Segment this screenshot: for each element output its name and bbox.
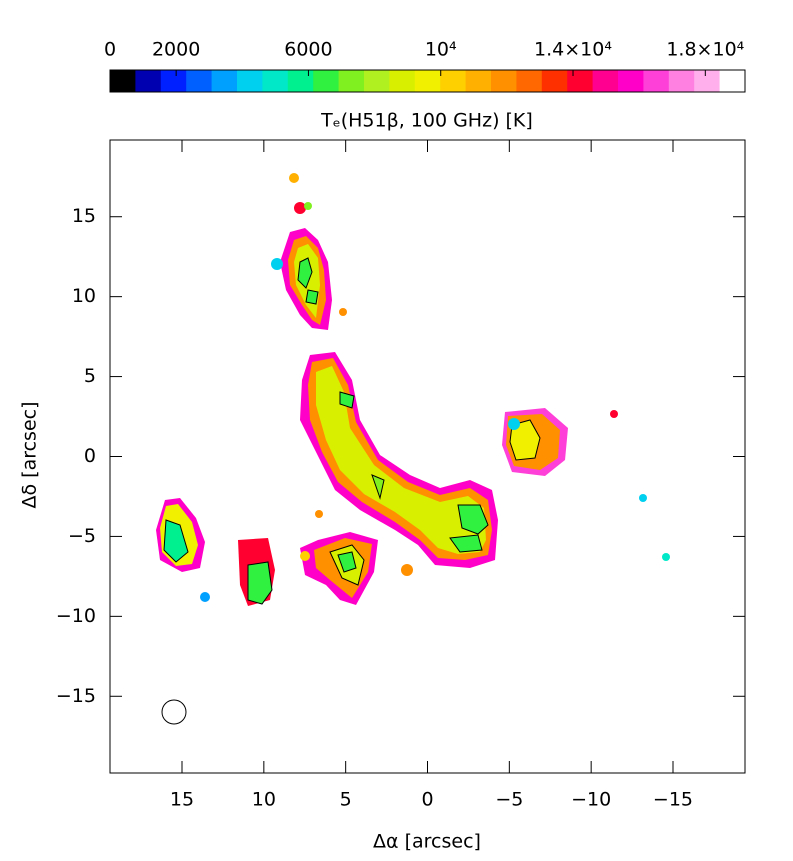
plot-frame — [109, 139, 746, 774]
colorbar-tick-label: 1.4×10⁴ — [534, 39, 612, 61]
y-tick-label: 15 — [72, 205, 96, 227]
colorbar-tick-label: 2000 — [152, 39, 200, 61]
colorbar-title: Tₑ(H51β, 100 GHz) [K] — [320, 110, 533, 132]
colorbar-tick-label: 6000 — [284, 39, 332, 61]
y-tick-label: −15 — [56, 685, 96, 707]
colorbar-segment — [186, 70, 213, 92]
x-tick-label: −10 — [571, 789, 611, 811]
y-tick-label: 5 — [84, 365, 96, 387]
colorbar-tick-label: 0 — [104, 39, 116, 61]
x-tick-label: 5 — [340, 789, 352, 811]
beam — [161, 699, 187, 725]
y-tick-label: 10 — [72, 285, 96, 307]
colorbar-segment — [567, 70, 594, 92]
colorbar-segment — [414, 70, 441, 92]
colorbar-segment — [465, 70, 492, 92]
colorbar-segment — [237, 70, 263, 92]
colorbar-segment — [694, 70, 721, 92]
colorbar-segment — [287, 70, 314, 92]
x-tick-label: −15 — [653, 789, 693, 811]
colorbar-segment — [262, 70, 289, 92]
colorbar-segment — [211, 70, 238, 92]
colorbar-tick-label: 1.8×10⁴ — [666, 39, 744, 61]
x-tick-label: 15 — [170, 789, 194, 811]
colorbar-segment — [516, 70, 543, 92]
colorbar-segment — [618, 70, 644, 92]
colorbar-segment — [110, 70, 136, 92]
colorbar-segment — [160, 70, 187, 92]
colorbar-segment — [389, 70, 416, 92]
colorbar-frame — [109, 69, 746, 93]
colorbar-segment — [313, 70, 340, 92]
x-axis-label: Δα [arcsec] — [373, 831, 481, 853]
colorbar-segment — [668, 70, 695, 92]
colorbar-segment — [338, 70, 365, 92]
colorbar-segment — [643, 70, 670, 92]
colorbar-segment — [592, 70, 619, 92]
x-tick-label: −5 — [495, 789, 523, 811]
x-tick-label: 10 — [252, 789, 276, 811]
colorbar-segment — [719, 70, 746, 92]
y-tick-label: −5 — [68, 525, 96, 547]
y-axis-label: Δδ [arcsec] — [19, 401, 41, 508]
colorbar-segment — [440, 70, 467, 92]
colorbar-segment — [491, 70, 517, 92]
colorbar-tick-label: 10⁴ — [425, 39, 457, 61]
y-tick-label: 0 — [84, 445, 96, 467]
colorbar-segment — [364, 70, 390, 92]
colorbar-segment — [541, 70, 568, 92]
y-tick-label: −10 — [56, 605, 96, 627]
x-tick-label: 0 — [421, 789, 433, 811]
emission-map — [156, 173, 670, 606]
colorbar-segment — [135, 70, 162, 92]
